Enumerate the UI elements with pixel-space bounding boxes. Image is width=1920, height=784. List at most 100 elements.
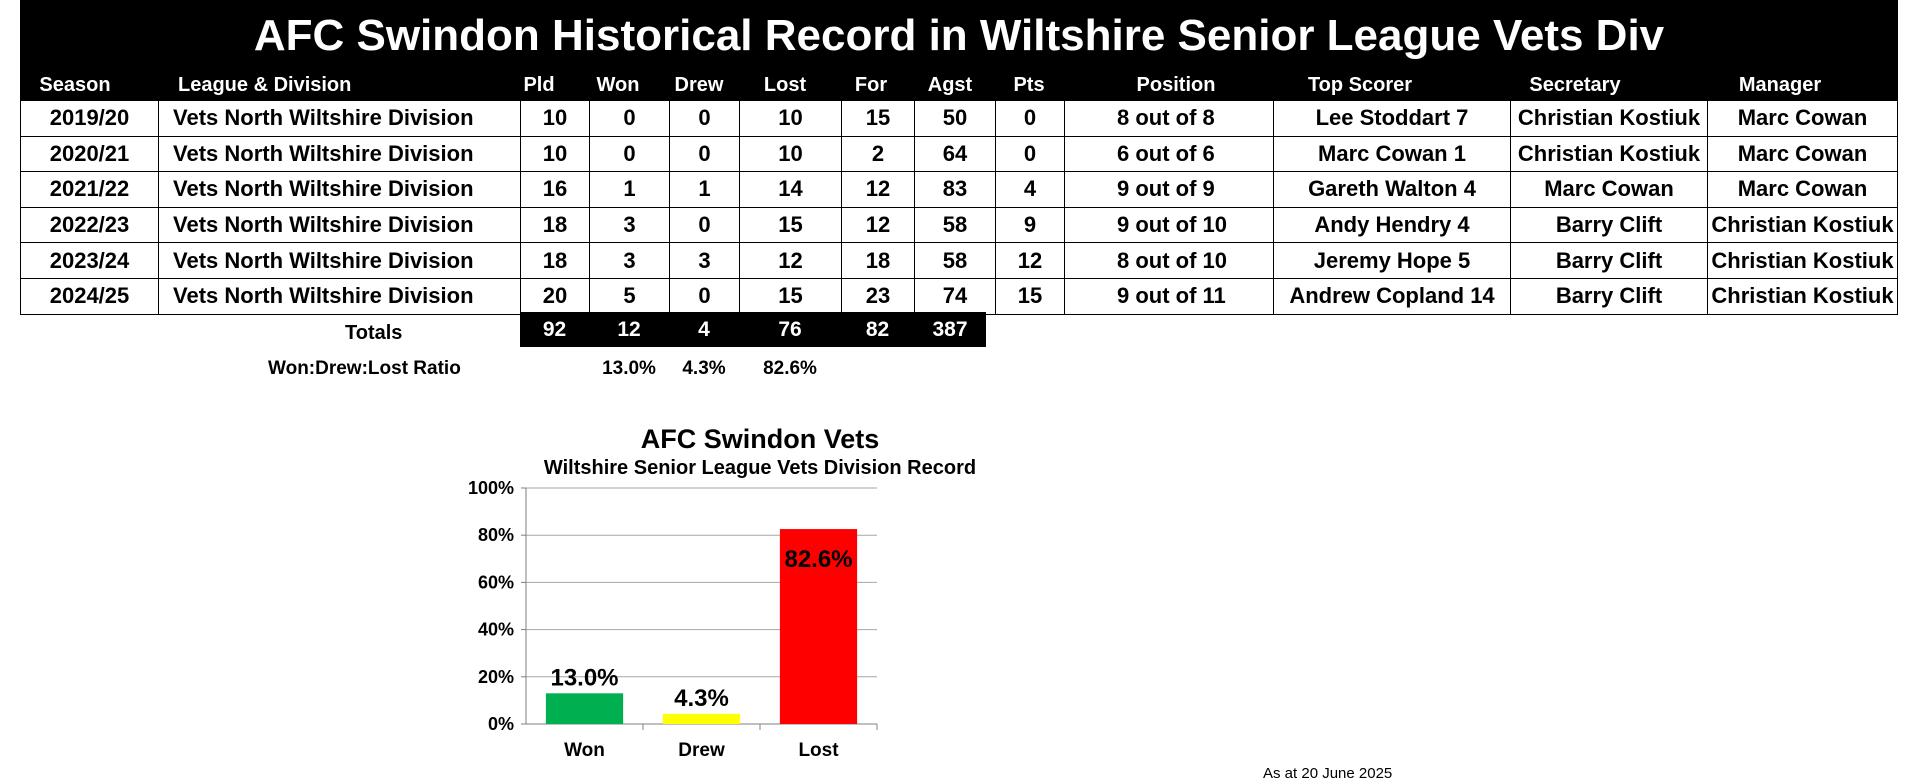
- cell-secretary: Barry Clift: [1510, 277, 1708, 315]
- cell-lost: 10: [739, 135, 842, 173]
- cell-drew: 0: [669, 100, 740, 137]
- column-header-season: Season: [39, 74, 111, 96]
- y-tick-label: 80%: [478, 525, 514, 545]
- y-tick-label: 100%: [468, 478, 514, 498]
- cell-won: 1: [589, 171, 670, 208]
- column-header-top-scorer: Top Scorer: [1307, 74, 1413, 96]
- x-tick-label: Won: [564, 740, 605, 761]
- cell-won: 0: [589, 135, 670, 173]
- cell-agst: 64: [914, 135, 996, 173]
- cell-league: Vets North Wiltshire Division: [158, 242, 521, 279]
- cell-won: 3: [589, 242, 670, 279]
- chart-title: AFC Swindon Vets: [640, 424, 880, 454]
- table-row: 2022/23 Vets North Wiltshire Division 18 3 0…: [20, 206, 1898, 244]
- totals-label: Totals: [345, 322, 403, 344]
- cell-manager: Marc Cowan: [1707, 100, 1898, 137]
- column-header-drew: Drew: [674, 74, 724, 96]
- record-table: 2019/20 Vets North Wiltshire Division 10 0 0…: [20, 100, 1898, 315]
- cell-top-scorer: Andrew Copland 14: [1273, 277, 1511, 315]
- total-pld: 92: [542, 318, 567, 341]
- cell-top-scorer: Lee Stoddart 7: [1273, 100, 1511, 137]
- cell-lost: 15: [739, 206, 842, 244]
- cell-secretary: Barry Clift: [1510, 242, 1708, 279]
- cell-league: Vets North Wiltshire Division: [158, 171, 521, 208]
- cell-secretary: Christian Kostiuk: [1510, 135, 1708, 173]
- cell-drew: 0: [669, 135, 740, 173]
- cell-drew: 1: [669, 171, 740, 208]
- bar-value-label: 13.0%: [550, 664, 618, 691]
- total-won: 12: [617, 318, 641, 341]
- table-row: 2021/22 Vets North Wiltshire Division 16 1 1…: [20, 171, 1898, 208]
- cell-position: 8 out of 10: [1064, 242, 1274, 279]
- cell-season: 2024/25: [20, 277, 159, 315]
- cell-agst: 83: [914, 171, 996, 208]
- table-row: 2024/25 Vets North Wiltshire Division 20 5 0…: [20, 277, 1898, 315]
- bar-chart-svg: 0% 20% 40% 60% 80% 100% 13.0% Won 4.3% Drew 82.6% L…: [468, 478, 878, 761]
- cell-won: 0: [589, 100, 670, 137]
- cell-drew: 3: [669, 242, 740, 279]
- cell-pld: 20: [520, 277, 590, 315]
- cell-position: 8 out of 8: [1064, 100, 1274, 137]
- cell-manager: Christian Kostiuk: [1707, 277, 1898, 315]
- column-header-pts: Pts: [1013, 74, 1045, 96]
- cell-position: 9 out of 10: [1064, 206, 1274, 244]
- y-tick-label: 40%: [478, 620, 514, 640]
- cell-drew: 0: [669, 277, 740, 315]
- cell-pts: 9: [995, 206, 1065, 244]
- ratio-label: Won:Drew:Lost Ratio: [268, 358, 461, 379]
- cell-position: 9 out of 11: [1064, 277, 1274, 315]
- cell-manager: Marc Cowan: [1707, 171, 1898, 208]
- column-header-agst: Agst: [927, 74, 973, 96]
- cell-drew: 0: [669, 206, 740, 244]
- cell-lost: 14: [739, 171, 842, 208]
- cell-agst: 58: [914, 242, 996, 279]
- total-drew: 4: [698, 318, 710, 341]
- cell-manager: Christian Kostiuk: [1707, 206, 1898, 244]
- cell-for: 23: [841, 277, 915, 315]
- y-tick-label: 60%: [478, 572, 514, 592]
- cell-for: 18: [841, 242, 915, 279]
- cell-manager: Marc Cowan: [1707, 135, 1898, 173]
- column-header-manager: Manager: [1738, 74, 1822, 96]
- cell-lost: 10: [739, 100, 842, 137]
- as-at-date: As at 20 June 2025: [1263, 765, 1393, 782]
- cell-season: 2023/24: [20, 242, 159, 279]
- column-header-for: For: [854, 74, 888, 96]
- column-header-position: Position: [1136, 74, 1216, 96]
- x-tick-label: Drew: [678, 740, 725, 761]
- cell-season: 2020/21: [20, 135, 159, 173]
- cell-pts: 0: [995, 135, 1065, 173]
- cell-won: 3: [589, 206, 670, 244]
- cell-pts: 15: [995, 277, 1065, 315]
- ratio-drew: 4.3%: [682, 358, 726, 379]
- cell-position: 6 out of 6: [1064, 135, 1274, 173]
- total-for: 82: [865, 318, 890, 341]
- cell-manager: Christian Kostiuk: [1707, 242, 1898, 279]
- column-header-secretary: Secretary: [1529, 74, 1621, 96]
- x-tick-label: Lost: [798, 740, 839, 761]
- cell-secretary: Christian Kostiuk: [1510, 100, 1708, 137]
- page-title: AFC Swindon Historical Record in Wiltshi…: [253, 11, 1665, 60]
- cell-top-scorer: Gareth Walton 4: [1273, 171, 1511, 208]
- column-header-pld: Pld: [523, 74, 555, 96]
- cell-lost: 12: [739, 242, 842, 279]
- cell-for: 12: [841, 206, 915, 244]
- bar-lost: [779, 529, 858, 724]
- cell-secretary: Marc Cowan: [1510, 171, 1708, 208]
- bar-drew: [662, 713, 741, 724]
- table-row: 2019/20 Vets North Wiltshire Division 10 0 0…: [20, 100, 1898, 137]
- cell-pld: 10: [520, 100, 590, 137]
- cell-season: 2021/22: [20, 171, 159, 208]
- column-header-league: League & Division: [178, 74, 352, 96]
- totals-bar: 92 12 4 76 82 387: [520, 312, 986, 347]
- chart-subtitle: Wiltshire Senior League Vets Division Re…: [543, 457, 977, 479]
- bar-value-label: 4.3%: [674, 685, 729, 712]
- cell-league: Vets North Wiltshire Division: [158, 135, 521, 173]
- bar-value-label: 82.6%: [784, 546, 852, 573]
- cell-pld: 18: [520, 206, 590, 244]
- cell-pts: 12: [995, 242, 1065, 279]
- cell-for: 2: [841, 135, 915, 173]
- total-lost: 76: [778, 318, 802, 341]
- ratio-lost: 82.6%: [763, 358, 817, 379]
- cell-season: 2022/23: [20, 206, 159, 244]
